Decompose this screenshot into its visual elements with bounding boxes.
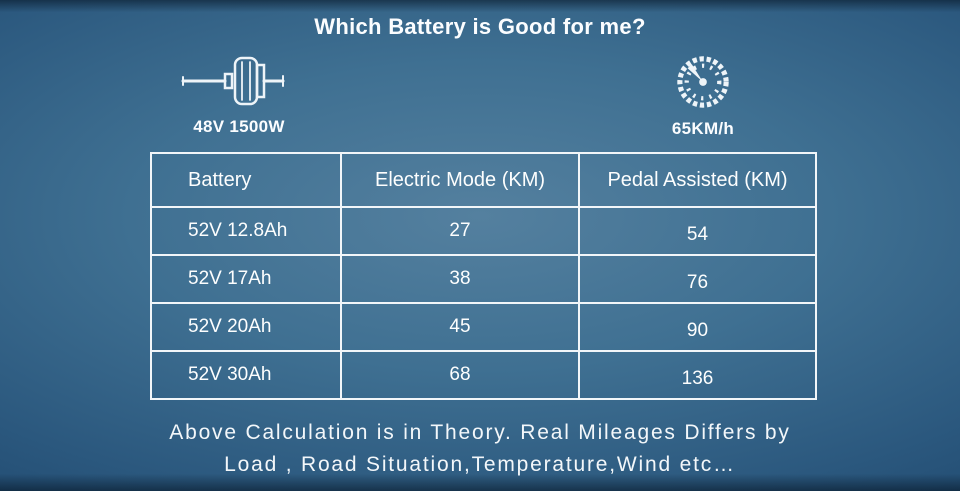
pedal-range-cell: 54	[578, 206, 817, 256]
pedal-range-value: 136	[681, 368, 714, 389]
col-header-battery: Battery	[150, 152, 342, 208]
battery-cell: 52V 30Ah	[150, 350, 342, 400]
battery-cell: 52V 20Ah	[150, 302, 342, 352]
disclaimer-text: Above Calculation is in Theory. Real Mil…	[0, 417, 960, 480]
motor-spec-block: 48V 1500W	[150, 52, 328, 137]
battery-cell: 52V 12.8Ah	[150, 206, 342, 256]
table-row: 52V 20Ah 45 90	[150, 302, 817, 352]
page-title: Which Battery is Good for me?	[314, 14, 646, 39]
table-row: 52V 30Ah 68 136	[150, 350, 817, 400]
pedal-range-cell: 136	[578, 350, 817, 400]
footnote-line-1: Above Calculation is in Theory. Real Mil…	[169, 421, 791, 444]
battery-range-table: Battery Electric Mode (KM) Pedal Assiste…	[150, 152, 817, 400]
top-speed-block: 65KM/h	[630, 52, 776, 139]
table-row: 52V 12.8Ah 27 54	[150, 206, 817, 256]
table-row: 52V 17Ah 38 76	[150, 254, 817, 304]
col-header-electric-mode: Electric Mode (KM)	[340, 152, 580, 208]
speedometer-icon	[677, 56, 729, 108]
top-speed-label: 65KM/h	[671, 119, 735, 138]
hub-motor-icon	[181, 56, 285, 106]
electric-range-cell: 38	[340, 254, 580, 304]
col-header-pedal-assisted: Pedal Assisted (KM)	[578, 152, 817, 208]
electric-range-cell: 45	[340, 302, 580, 352]
pedal-range-value: 54	[686, 224, 709, 245]
pedal-range-cell: 76	[578, 254, 817, 304]
motor-spec-label: 48V 1500W	[193, 117, 285, 136]
footnote-line-2: Load , Road Situation,Temperature,Wind e…	[224, 452, 736, 476]
electric-range-cell: 27	[340, 206, 580, 256]
table-header-row: Battery Electric Mode (KM) Pedal Assiste…	[150, 152, 817, 208]
pedal-range-value: 76	[686, 272, 709, 293]
battery-cell: 52V 17Ah	[150, 254, 342, 304]
electric-range-cell: 68	[340, 350, 580, 400]
pedal-range-cell: 90	[578, 302, 817, 352]
pedal-range-value: 90	[686, 320, 709, 341]
